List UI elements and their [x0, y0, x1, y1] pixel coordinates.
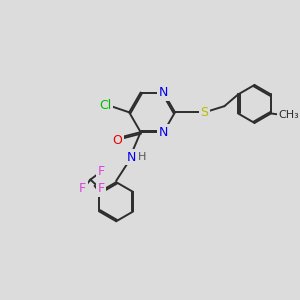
Text: F: F	[79, 182, 86, 194]
Text: H: H	[138, 152, 146, 162]
Text: F: F	[98, 182, 104, 195]
Text: N: N	[159, 126, 168, 139]
Text: F: F	[98, 165, 104, 178]
Text: Cl: Cl	[99, 99, 111, 112]
Text: O: O	[112, 134, 122, 147]
Text: N: N	[127, 151, 136, 164]
Text: CH₃: CH₃	[278, 110, 299, 120]
Text: S: S	[200, 106, 208, 119]
Text: N: N	[159, 86, 168, 99]
